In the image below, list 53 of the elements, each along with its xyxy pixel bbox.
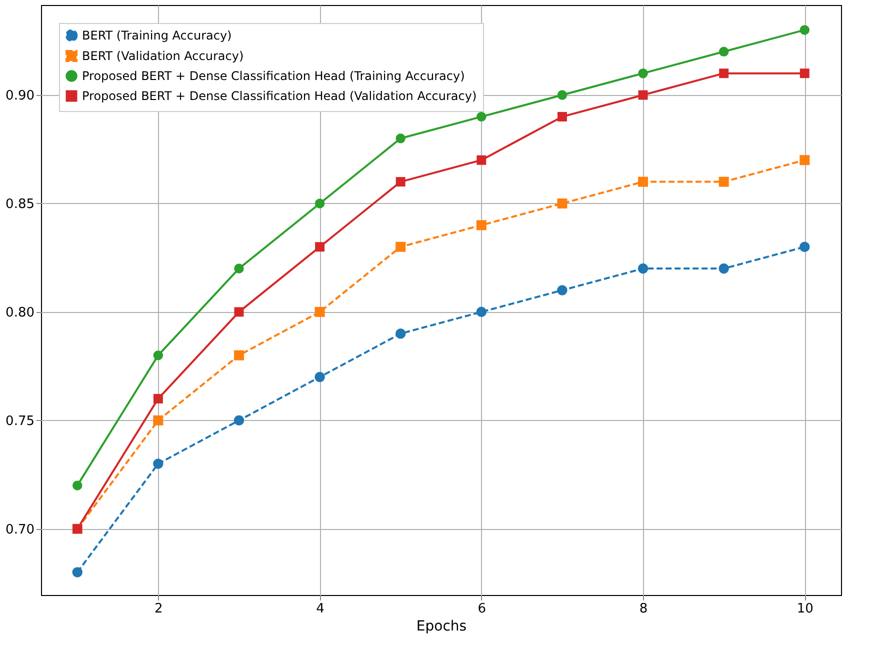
x-axis-title: Epochs [416,618,467,634]
point [718,263,729,274]
point [800,68,810,78]
point [718,46,729,56]
y-tick-label: 0.85 [6,196,34,212]
point [153,394,163,404]
point [396,177,406,187]
point [72,567,82,578]
y-tick-label: 0.90 [6,88,34,104]
legend-label: Proposed BERT + Dense Classification Head (Training Accuracy) [82,69,465,83]
point [638,176,648,187]
point [638,68,648,78]
point [800,25,810,35]
x-tick-label: 4 [316,602,324,616]
x-tick-label: 10 [796,602,814,616]
x-tick-label: 6 [478,602,486,616]
point [476,306,487,318]
point [395,328,406,339]
point [234,264,244,274]
point [72,480,82,490]
point [718,176,729,187]
point [234,415,244,426]
point [314,306,325,317]
point [396,134,406,144]
point [476,112,486,122]
point [314,198,325,208]
point [557,285,568,296]
y-tick-label: 0.75 [6,414,34,429]
point [315,242,325,252]
x-tick-label: 2 [154,602,163,616]
point [557,112,567,122]
point [800,155,810,166]
point [476,155,486,165]
point [314,372,325,382]
legend-label: Proposed BERT + Dense Classification Head (Validation Accuracy) [82,89,477,103]
point [234,350,244,360]
point [800,242,810,252]
x-tick-label: 8 [639,602,648,616]
point [234,307,244,317]
legend-label: BERT (Validation Accuracy) [82,49,244,63]
y-tick-label: 0.70 [6,522,34,538]
point [557,198,568,208]
point [557,90,568,100]
point [153,458,164,469]
point [476,220,486,230]
point [638,90,648,100]
point [719,68,729,78]
point [153,415,164,426]
point [638,263,648,274]
y-tick-label: 0.80 [6,305,34,320]
legend-label: BERT (Training Accuracy) [82,28,232,42]
point [396,242,406,252]
point [153,350,164,360]
